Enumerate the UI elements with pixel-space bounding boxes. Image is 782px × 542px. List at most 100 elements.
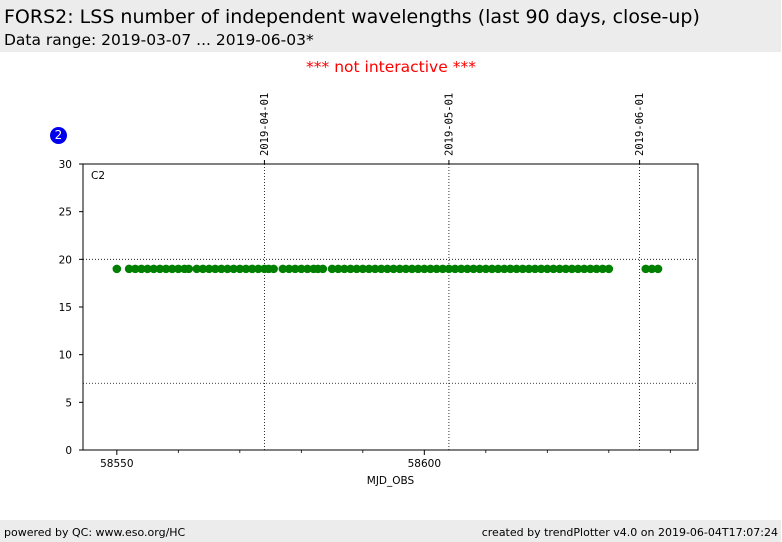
data-point [130, 264, 140, 274]
data-point [598, 264, 607, 274]
data-point [463, 264, 472, 274]
data-point [229, 264, 238, 274]
data-point [198, 264, 208, 274]
footer-generator-info: created by trendPlotter v4.0 on 2019-06-… [481, 526, 778, 539]
data-point [444, 264, 454, 274]
panel-label: C2 [91, 170, 105, 182]
y-tick-label: 25 [59, 207, 72, 219]
data-point [524, 264, 534, 274]
data-point [149, 264, 159, 274]
header-bar: FORS2: LSS number of independent wavelen… [0, 0, 781, 52]
data-point [376, 264, 386, 274]
data-point [543, 264, 552, 274]
data-point [174, 264, 183, 274]
data-point [493, 264, 503, 274]
footer-bar: powered by QC: www.eso.org/HC created by… [0, 520, 781, 542]
data-point [420, 264, 429, 274]
data-point [530, 264, 540, 274]
data-point [647, 264, 657, 274]
data-point [579, 264, 589, 274]
data-point [358, 264, 368, 274]
data-point [364, 264, 374, 274]
x-axis-label: MJD_OBS [367, 475, 415, 487]
data-point [297, 264, 306, 274]
data-point [278, 264, 288, 274]
data-point [438, 264, 448, 274]
data-point [604, 264, 614, 274]
footer-credit: powered by QC: www.eso.org/HC [4, 526, 186, 539]
top-axis-date-label: 2019-05-01 [443, 93, 455, 156]
data-point [327, 264, 337, 274]
data-point [481, 264, 491, 274]
data-point [469, 264, 478, 274]
data-point [426, 264, 435, 274]
data-point [333, 264, 343, 274]
data-point [370, 264, 380, 274]
data-point [192, 264, 202, 274]
data-point [184, 264, 194, 274]
data-point [413, 264, 423, 274]
data-point [567, 264, 577, 274]
not-interactive-notice: *** not interactive *** [306, 58, 476, 76]
data-point [407, 264, 417, 274]
y-tick-label: 0 [65, 445, 72, 457]
data-point [401, 264, 411, 274]
data-point [217, 264, 226, 274]
data-point [235, 264, 245, 274]
page-title: FORS2: LSS number of independent wavelen… [4, 6, 700, 28]
data-point [204, 264, 214, 274]
data-point [641, 264, 651, 274]
data-point [383, 264, 392, 274]
data-point [303, 264, 312, 274]
data-point [536, 264, 546, 274]
data-point [290, 264, 300, 274]
data-point [475, 264, 484, 274]
data-point [340, 264, 349, 274]
data-point [518, 264, 528, 274]
data-point [487, 264, 497, 274]
data-point [352, 264, 361, 274]
data-point [241, 264, 251, 274]
data-range-subtitle: Data range: 2019-03-07 ... 2019-06-03* [4, 31, 314, 49]
data-point [512, 264, 521, 274]
top-axis-date-label: 2019-04-01 [259, 93, 271, 156]
data-point [573, 264, 583, 274]
data-point [395, 264, 405, 274]
data-point [269, 264, 278, 274]
y-tick-label: 15 [59, 302, 72, 314]
data-point [155, 264, 165, 274]
x-tick-label: 58600 [408, 458, 441, 470]
plot-frame [82, 163, 699, 451]
data-point [253, 264, 263, 274]
data-point [161, 264, 171, 274]
data-point [167, 264, 177, 274]
data-point [432, 264, 441, 274]
data-point [586, 264, 595, 274]
y-tick-label: 20 [59, 254, 72, 266]
data-point [506, 264, 515, 274]
data-point [456, 264, 466, 274]
data-point [223, 264, 232, 274]
data-point [247, 264, 257, 274]
data-point [124, 264, 134, 274]
data-point [499, 264, 509, 274]
x-tick-label: 58550 [100, 458, 133, 470]
data-point [549, 264, 558, 274]
data-point [450, 264, 460, 274]
data-point [143, 264, 152, 274]
top-axis-date-label: 2019-06-01 [634, 93, 646, 156]
data-point [653, 264, 663, 274]
plot-number-badge: 2 [50, 127, 67, 144]
y-tick-label: 10 [59, 350, 72, 362]
data-point [318, 264, 328, 274]
data-point [389, 264, 398, 274]
data-point [592, 264, 601, 274]
data-point [284, 264, 294, 274]
data-point [210, 264, 220, 274]
data-point [137, 264, 146, 274]
data-point [561, 264, 571, 274]
y-tick-label: 30 [59, 159, 72, 171]
data-point [555, 264, 564, 274]
y-tick-label: 5 [65, 397, 72, 409]
